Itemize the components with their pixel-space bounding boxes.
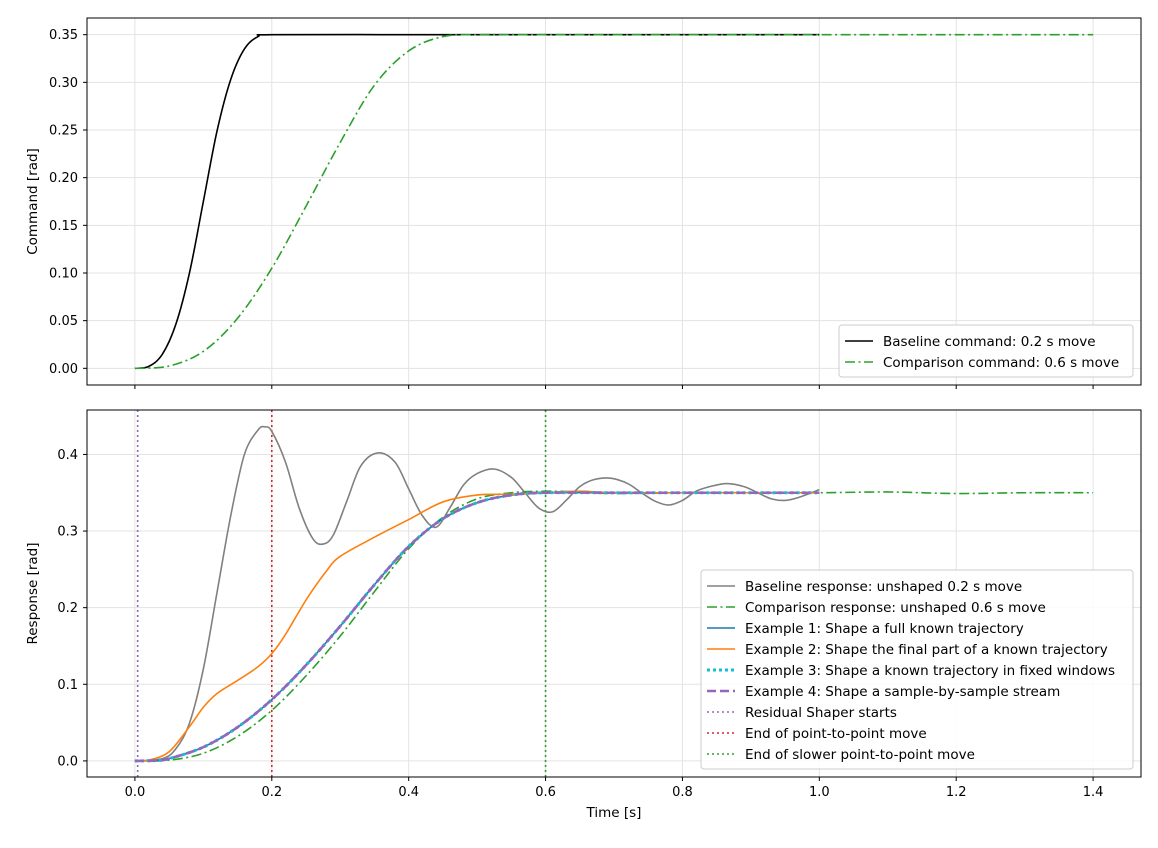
legend-label: Comparison response: unshaped 0.6 s move [745,600,1046,616]
series-line-1 [134,33,1094,370]
plot-area [134,410,1094,777]
x-axis-label: Time [s] [586,805,642,821]
x-tick-label: 0.0 [125,785,146,800]
series-line-5 [134,491,820,763]
y-tick-label: 0.15 [49,219,78,234]
legend-label: End of slower point-to-point move [745,747,975,763]
series-line-0 [134,425,820,762]
legend-box [838,324,1134,378]
legend-label: End of point-to-point move [745,726,927,742]
y-tick-label: 0.1 [57,678,78,693]
y-tick-label: 0.2 [57,601,78,616]
x-tick-label: 1.0 [809,785,830,800]
axes-frame [86,17,1142,386]
axes-frame [86,409,1142,778]
legend: Baseline response: unshaped 0.2 s move Co… [700,569,1134,770]
y-tick-label: 0.00 [49,362,78,377]
x-tick-label: 1.2 [946,785,967,800]
legend-label: Baseline command: 0.2 s move [883,334,1096,350]
x-tick-label: 0.6 [535,785,556,800]
series-line-0 [134,33,820,370]
y-tick-label: 0.10 [49,266,78,281]
response-panel: 0.0 0.2 0.4 0.6 0.8 1.0 1.2 1.4 0.0 0.1 0.2 0.3 0.4 R… [25,409,1142,821]
legend-box [700,569,1134,770]
series-line-1 [134,490,1094,762]
y-tick-label: 0.30 [49,76,78,91]
grid [87,18,1141,385]
y-tick-label: 0.0 [57,754,78,769]
legend-label: Example 3: Shape a known trajectory in f… [745,663,1115,679]
x-tick-label: 0.2 [261,785,282,800]
y-tick-label: 0.05 [49,314,78,329]
legend: Baseline command: 0.2 s move Comparison c… [838,324,1134,378]
series-line-3 [134,490,820,762]
y-tick-label: 0.35 [49,28,78,43]
y-axis-label: Command [rad] [25,148,41,255]
legend-label: Example 4: Shape a sample-by-sample stre… [745,684,1060,700]
command-panel: 0.00 0.05 0.10 0.15 0.20 0.25 0.30 0.35 Command … [25,17,1142,389]
y-axis-label: Response [rad] [25,542,41,644]
legend-label: Example 2: Shape the final part of a kno… [745,642,1108,658]
x-tick-label: 0.4 [398,785,419,800]
y-tick-label: 0.20 [49,171,78,186]
x-tick-label: 1.4 [1083,785,1104,800]
y-tick-label: 0.3 [57,525,78,540]
legend-label: Baseline response: unshaped 0.2 s move [745,579,1022,595]
legend-label: Comparison command: 0.6 s move [883,355,1119,371]
legend-label: Residual Shaper starts [745,705,897,721]
x-tick-label: 0.8 [672,785,693,800]
y-tick-label: 0.25 [49,124,78,139]
y-tick-label: 0.4 [57,448,78,463]
plot-area [134,33,1094,370]
legend-label: Example 1: Shape a full known trajectory [745,621,1024,637]
